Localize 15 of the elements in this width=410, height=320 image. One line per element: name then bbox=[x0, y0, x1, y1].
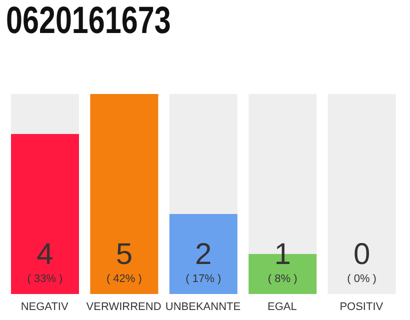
annotation: ( 33% ) bbox=[27, 273, 63, 285]
chart-title: 0620161673 bbox=[6, 0, 171, 43]
annotation: ( 0% ) bbox=[347, 273, 376, 285]
x-tick-label: UNBEKANNTE bbox=[165, 301, 241, 313]
data-label: 2 bbox=[195, 238, 212, 271]
annotation: ( 42% ) bbox=[106, 273, 142, 285]
data-label: 0 bbox=[353, 238, 370, 271]
x-tick-label: POSITIV bbox=[340, 301, 384, 313]
data-label: 4 bbox=[36, 238, 54, 271]
x-tick-label: NEGATIV bbox=[20, 301, 69, 313]
annotation: ( 8% ) bbox=[268, 273, 298, 285]
annotation: ( 17% ) bbox=[186, 273, 222, 285]
data-label: 5 bbox=[116, 238, 133, 271]
x-tick-label: VERWIRREND bbox=[86, 301, 162, 313]
x-tick-label: EGAL bbox=[268, 301, 297, 313]
